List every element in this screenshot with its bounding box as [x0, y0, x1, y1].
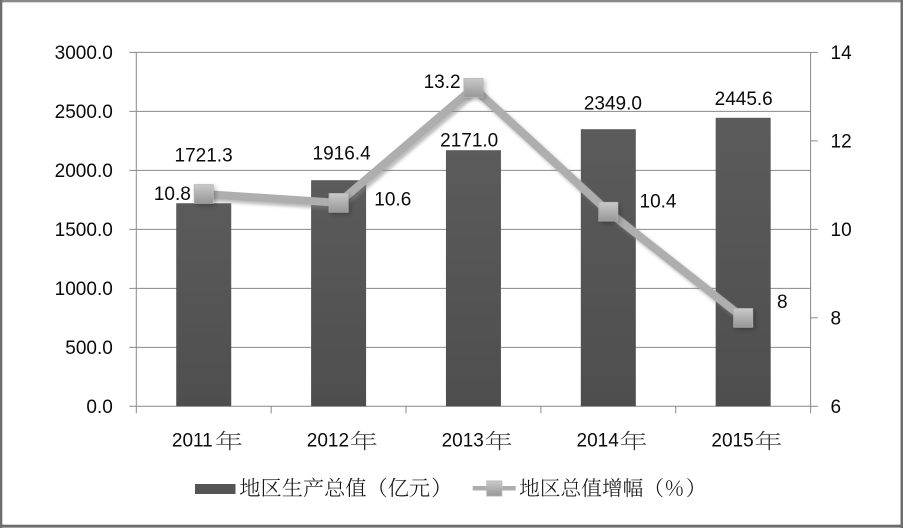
svg-text:1916.4: 1916.4 [313, 144, 372, 165]
svg-text:2445.6: 2445.6 [715, 89, 773, 110]
svg-text:2500.0: 2500.0 [55, 102, 113, 123]
svg-text:14: 14 [831, 43, 853, 64]
svg-text:1000.0: 1000.0 [55, 279, 113, 300]
svg-text:2011: 2011 [172, 431, 213, 452]
svg-text:2000.0: 2000.0 [55, 161, 113, 182]
svg-text:1500.0: 1500.0 [55, 220, 113, 241]
svg-text:2349.0: 2349.0 [584, 94, 642, 115]
svg-text:2171.0: 2171.0 [440, 131, 498, 152]
svg-text:10.6: 10.6 [374, 190, 411, 211]
svg-text:2012: 2012 [307, 431, 349, 452]
svg-text:13.2: 13.2 [424, 72, 461, 93]
svg-text:500.0: 500.0 [65, 338, 113, 359]
svg-text:2015: 2015 [711, 431, 753, 452]
svg-text:12: 12 [831, 132, 852, 153]
svg-text:1721.3: 1721.3 [175, 146, 233, 167]
svg-text:10.8: 10.8 [154, 184, 191, 205]
svg-text:0.0: 0.0 [86, 397, 112, 418]
svg-text:10.4: 10.4 [640, 191, 677, 212]
svg-text:3000.0: 3000.0 [55, 43, 113, 64]
svg-text:2013: 2013 [442, 431, 484, 452]
svg-text:2014: 2014 [577, 431, 620, 452]
svg-text:10: 10 [831, 220, 852, 241]
svg-text:8: 8 [831, 309, 842, 330]
svg-text:6: 6 [831, 397, 842, 418]
svg-text:8: 8 [777, 292, 788, 313]
